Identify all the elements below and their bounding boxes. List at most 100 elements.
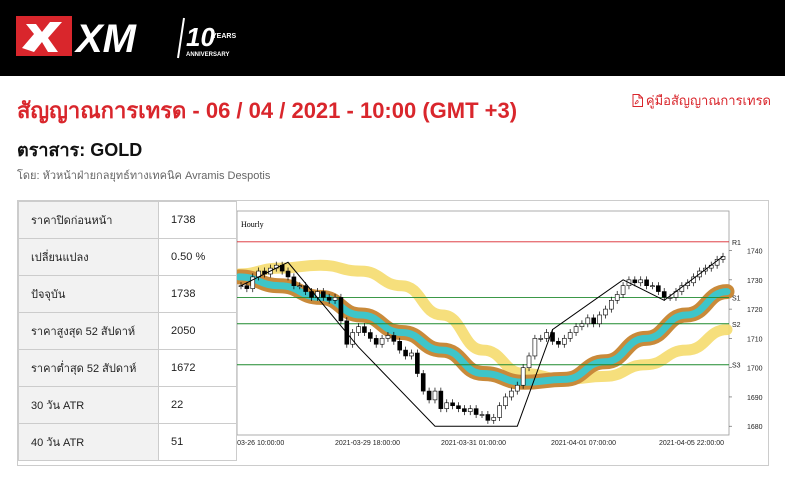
candle-body: [250, 276, 256, 289]
y-tick-label: 1690: [747, 395, 763, 402]
candle-body: [638, 279, 644, 284]
candle-body: [238, 285, 244, 287]
candle-body: [503, 396, 508, 407]
stats-label: ราคาปิดก่อนหน้า: [18, 201, 159, 239]
candle-body: [591, 317, 596, 325]
candle-body: [632, 279, 638, 284]
stats-row: 30 วัน ATR 22: [18, 386, 237, 424]
candle-body: [368, 332, 373, 339]
stats-label: ราคาต่ำสุด 52 สัปดาห์: [18, 349, 159, 387]
candle-body: [497, 405, 502, 418]
candle-body: [567, 332, 573, 339]
y-tick-label: 1710: [747, 336, 763, 343]
candle-body: [297, 285, 303, 287]
candle-body: [415, 352, 420, 374]
candle-body: [362, 326, 367, 333]
stats-value: 51: [158, 423, 237, 461]
x-tick-label: 2021-04-05 22:00:00: [659, 440, 724, 447]
stats-value: 1672: [158, 349, 237, 387]
candle-body: [420, 373, 426, 392]
candle-body: [532, 338, 538, 357]
stats-row: ราคาปิดก่อนหน้า 1738: [18, 201, 237, 239]
signal-manual-link[interactable]: คู่มือสัญญาณการเทรด: [632, 90, 771, 111]
zigzag-trendline: [240, 255, 724, 427]
stats-row: ราคาต่ำสุด 52 สัปดาห์ 1672: [18, 349, 237, 387]
candle-body: [509, 390, 514, 398]
candle-body: [479, 414, 485, 416]
candle-body: [609, 300, 614, 310]
candle-body: [356, 326, 361, 333]
candle-body: [285, 270, 291, 278]
candle-body: [491, 417, 497, 421]
candle-body: [326, 297, 332, 301]
y-tick-label: 1700: [747, 366, 763, 373]
level-label-s3: S3: [732, 363, 741, 370]
candle-body: [556, 341, 561, 345]
candle-body: [573, 326, 579, 333]
timeframe-label: Hourly: [241, 220, 264, 229]
price-chart: Hourly R1 S1 S2 S3 1680 1690 1700 1710 1720 1730 17…: [237, 210, 763, 447]
stats-label: เปลี่ยนแปลง: [18, 238, 159, 276]
candle-body: [291, 276, 297, 286]
stats-row: ปัจจุบัน 1738: [18, 275, 237, 313]
stats-row: เปลี่ยนแปลง 0.50 %: [18, 238, 237, 276]
author-line: โดย: หัวหน้าฝ่ายกลยุทธ์ทางเทคนิค Avramis…: [17, 170, 271, 182]
candle-body: [338, 297, 344, 322]
candle-body: [391, 335, 397, 342]
signal-manual-label: คู่มือสัญญาณการเทรด: [645, 93, 771, 108]
candle-body: [520, 367, 526, 386]
y-tick-label: 1720: [747, 307, 763, 314]
candle-body: [579, 323, 585, 327]
candle-body: [444, 402, 450, 409]
candle-body: [473, 408, 479, 415]
y-tick-label: 1730: [747, 278, 763, 285]
x-tick-label: 2021-03-29 18:00:00: [335, 440, 400, 447]
stats-value: 1738: [158, 201, 237, 239]
signal-panel: ราคาปิดก่อนหน้า 1738 เปลี่ยนแปลง 0.50 % ปัจจ…: [17, 200, 769, 466]
candle-body: [597, 314, 602, 325]
candle-body: [485, 414, 491, 421]
candle-body: [614, 294, 620, 301]
candle-body: [462, 408, 467, 412]
page-title: สัญญาณการเทรด - 06 / 04 / 2021 - 10:00 (…: [17, 98, 518, 123]
candle-body: [456, 405, 461, 409]
y-tick-label: 1740: [747, 249, 763, 256]
level-label-s2: S2: [732, 322, 741, 329]
xm-logo[interactable]: XM 10 YEARS ANNIVERSARY: [14, 12, 254, 64]
stats-value: 2050: [158, 312, 237, 350]
candle-body: [397, 341, 403, 351]
candle-body: [550, 332, 555, 342]
stats-label: 30 วัน ATR: [18, 386, 159, 424]
candle-body: [403, 349, 408, 357]
header-bar: XM 10 YEARS ANNIVERSARY: [0, 0, 785, 76]
stats-row: 40 วัน ATR 51: [18, 423, 237, 461]
candle-body: [438, 390, 444, 409]
plot-area: [237, 210, 730, 436]
stats-table: ราคาปิดก่อนหน้า 1738 เปลี่ยนแปลง 0.50 % ปัจจ…: [18, 201, 237, 461]
svg-text:ANNIVERSARY: ANNIVERSARY: [186, 52, 229, 58]
candle-body: [526, 355, 532, 368]
candle-body: [379, 338, 385, 345]
candle-body: [450, 402, 455, 407]
candle-body: [467, 408, 473, 412]
candle-body: [409, 352, 414, 357]
svg-text:10: 10: [186, 22, 215, 52]
svg-text:XM: XM: [74, 17, 138, 61]
candle-body: [603, 308, 608, 316]
candle-body: [385, 335, 391, 339]
candle-body: [644, 279, 649, 286]
candle-body: [538, 338, 544, 340]
candle-body: [661, 291, 667, 298]
candle-body: [650, 285, 655, 287]
level-label-s1: S1: [732, 295, 741, 302]
candle-body: [320, 291, 326, 298]
candle-body: [514, 384, 520, 392]
y-tick-label: 1680: [747, 424, 763, 431]
candle-body: [544, 332, 549, 339]
stats-label: ปัจจุบัน: [18, 275, 159, 313]
candle-body: [309, 291, 314, 298]
candle-body: [432, 390, 438, 401]
stats-value: 22: [158, 386, 237, 424]
candle-body: [585, 317, 591, 325]
stats-row: ราคาสูงสุด 52 สัปดาห์ 2050: [18, 312, 237, 350]
